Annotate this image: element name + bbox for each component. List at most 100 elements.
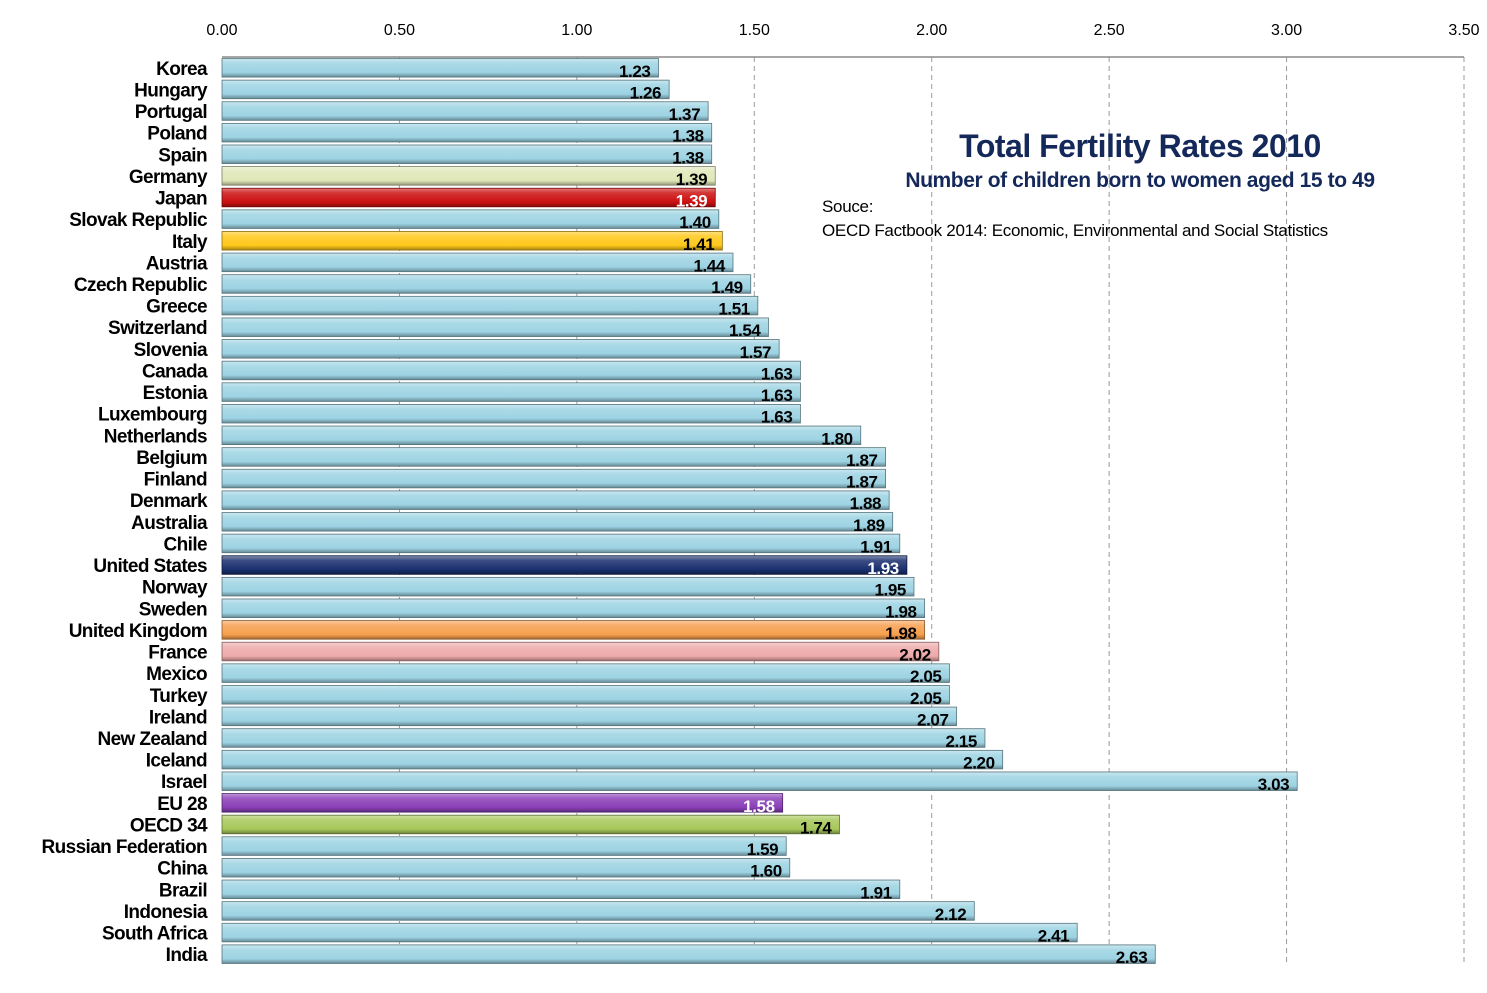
bars	[221, 58, 1298, 964]
category-label: Norway	[142, 578, 208, 599]
category-label: India	[166, 945, 208, 966]
value-label: 1.87	[846, 473, 878, 492]
x-tick-label: 3.50	[1448, 22, 1479, 39]
value-label: 1.38	[672, 148, 704, 167]
bar-germany	[221, 166, 716, 186]
category-label: Italy	[172, 232, 208, 253]
category-label: Germany	[129, 167, 208, 188]
bar-slovenia	[221, 339, 780, 359]
value-label: 1.91	[860, 883, 892, 902]
bar-luxembourg	[221, 404, 801, 424]
category-label: Japan	[155, 189, 207, 210]
category-label: Czech Republic	[74, 275, 208, 296]
category-label: Finland	[144, 470, 207, 491]
value-label: 2.41	[1038, 927, 1070, 946]
category-label: Iceland	[146, 751, 207, 772]
category-label: Turkey	[150, 686, 208, 707]
category-label: Portugal	[135, 102, 207, 123]
value-label: 2.07	[917, 710, 949, 729]
value-label: 1.38	[672, 127, 704, 146]
value-label: 2.15	[945, 732, 977, 751]
value-label: 1.57	[740, 343, 772, 362]
value-label: 1.87	[846, 451, 878, 470]
value-label: 2.20	[963, 754, 995, 773]
category-label: Israel	[161, 772, 207, 793]
bar-india	[221, 944, 1156, 964]
value-label: 1.59	[747, 840, 779, 859]
category-label: Slovak Republic	[69, 210, 208, 231]
category-label: Estonia	[143, 383, 208, 404]
x-tick-label: 0.00	[206, 22, 237, 39]
value-label: 2.02	[899, 646, 931, 665]
value-label: 2.05	[910, 667, 942, 686]
category-labels: KoreaHungaryPortugalPolandSpainGermanyJa…	[41, 59, 208, 966]
bar-iceland	[221, 749, 1004, 770]
value-label: 1.37	[669, 105, 701, 124]
category-label: OECD 34	[130, 815, 208, 836]
category-label: United States	[93, 556, 207, 577]
value-label: 1.88	[850, 494, 882, 513]
category-label: United Kingdom	[69, 621, 207, 642]
bar-chile	[221, 533, 901, 554]
category-label: France	[148, 643, 207, 664]
value-label: 2.12	[935, 905, 967, 924]
x-tick-label: 1.00	[561, 22, 592, 39]
value-label: 1.95	[874, 581, 906, 600]
value-label: 1.54	[729, 321, 761, 340]
value-label: 1.41	[683, 235, 715, 254]
bar-korea	[221, 58, 659, 78]
category-label: New Zealand	[97, 729, 207, 750]
category-label: Indonesia	[124, 902, 208, 923]
bar-japan	[221, 187, 716, 208]
category-label: Russian Federation	[41, 837, 207, 858]
value-label: 1.91	[860, 537, 892, 556]
category-label: Mexico	[146, 664, 207, 685]
category-label: Australia	[131, 513, 208, 534]
chart-title: Total Fertility Rates 2010	[959, 128, 1321, 164]
title-block: Total Fertility Rates 2010 Number of chi…	[805, 128, 1475, 241]
category-label: Ireland	[149, 707, 207, 728]
x-tick-label: 2.00	[916, 22, 947, 39]
category-label: Denmark	[130, 491, 208, 512]
bar-sweden	[221, 598, 926, 618]
bar-mexico	[221, 663, 950, 683]
bar-netherlands	[221, 425, 862, 446]
value-label: 1.26	[630, 83, 662, 102]
bar-israel	[221, 771, 1298, 791]
value-label: 1.63	[761, 408, 793, 427]
value-label: 1.40	[679, 213, 711, 232]
value-label: 1.93	[867, 559, 899, 578]
category-label: Netherlands	[104, 426, 207, 447]
bar-estonia	[221, 382, 801, 402]
value-label: 1.89	[853, 516, 885, 535]
category-label: Luxembourg	[98, 405, 207, 426]
x-tick-label: 1.50	[739, 22, 770, 39]
bar-turkey	[221, 685, 950, 705]
bar-ireland	[221, 706, 957, 727]
category-label: Greece	[146, 297, 207, 318]
value-label: 1.39	[676, 170, 708, 189]
bar-poland	[221, 122, 713, 143]
value-label: 1.74	[800, 818, 832, 837]
category-label: EU 28	[157, 794, 207, 815]
value-label: 1.98	[885, 624, 917, 643]
category-label: Slovenia	[134, 340, 208, 361]
value-label: 1.98	[885, 602, 917, 621]
bar-oecd-34	[221, 814, 840, 835]
category-label: Austria	[146, 253, 208, 274]
bar-russian-federation	[221, 836, 787, 856]
x-tick-label: 2.50	[1094, 22, 1125, 39]
category-label: Sweden	[139, 599, 207, 620]
source-label: Souce:	[822, 197, 874, 216]
value-label: 2.63	[1116, 948, 1148, 967]
bar-indonesia	[221, 901, 975, 921]
bar-australia	[221, 512, 894, 532]
category-label: China	[157, 859, 208, 880]
category-label: Chile	[164, 534, 207, 555]
bar-norway	[221, 576, 915, 597]
bar-new-zealand	[221, 728, 986, 748]
bar-portugal	[221, 101, 709, 121]
category-label: Belgium	[136, 448, 207, 469]
category-label: Spain	[158, 145, 207, 166]
